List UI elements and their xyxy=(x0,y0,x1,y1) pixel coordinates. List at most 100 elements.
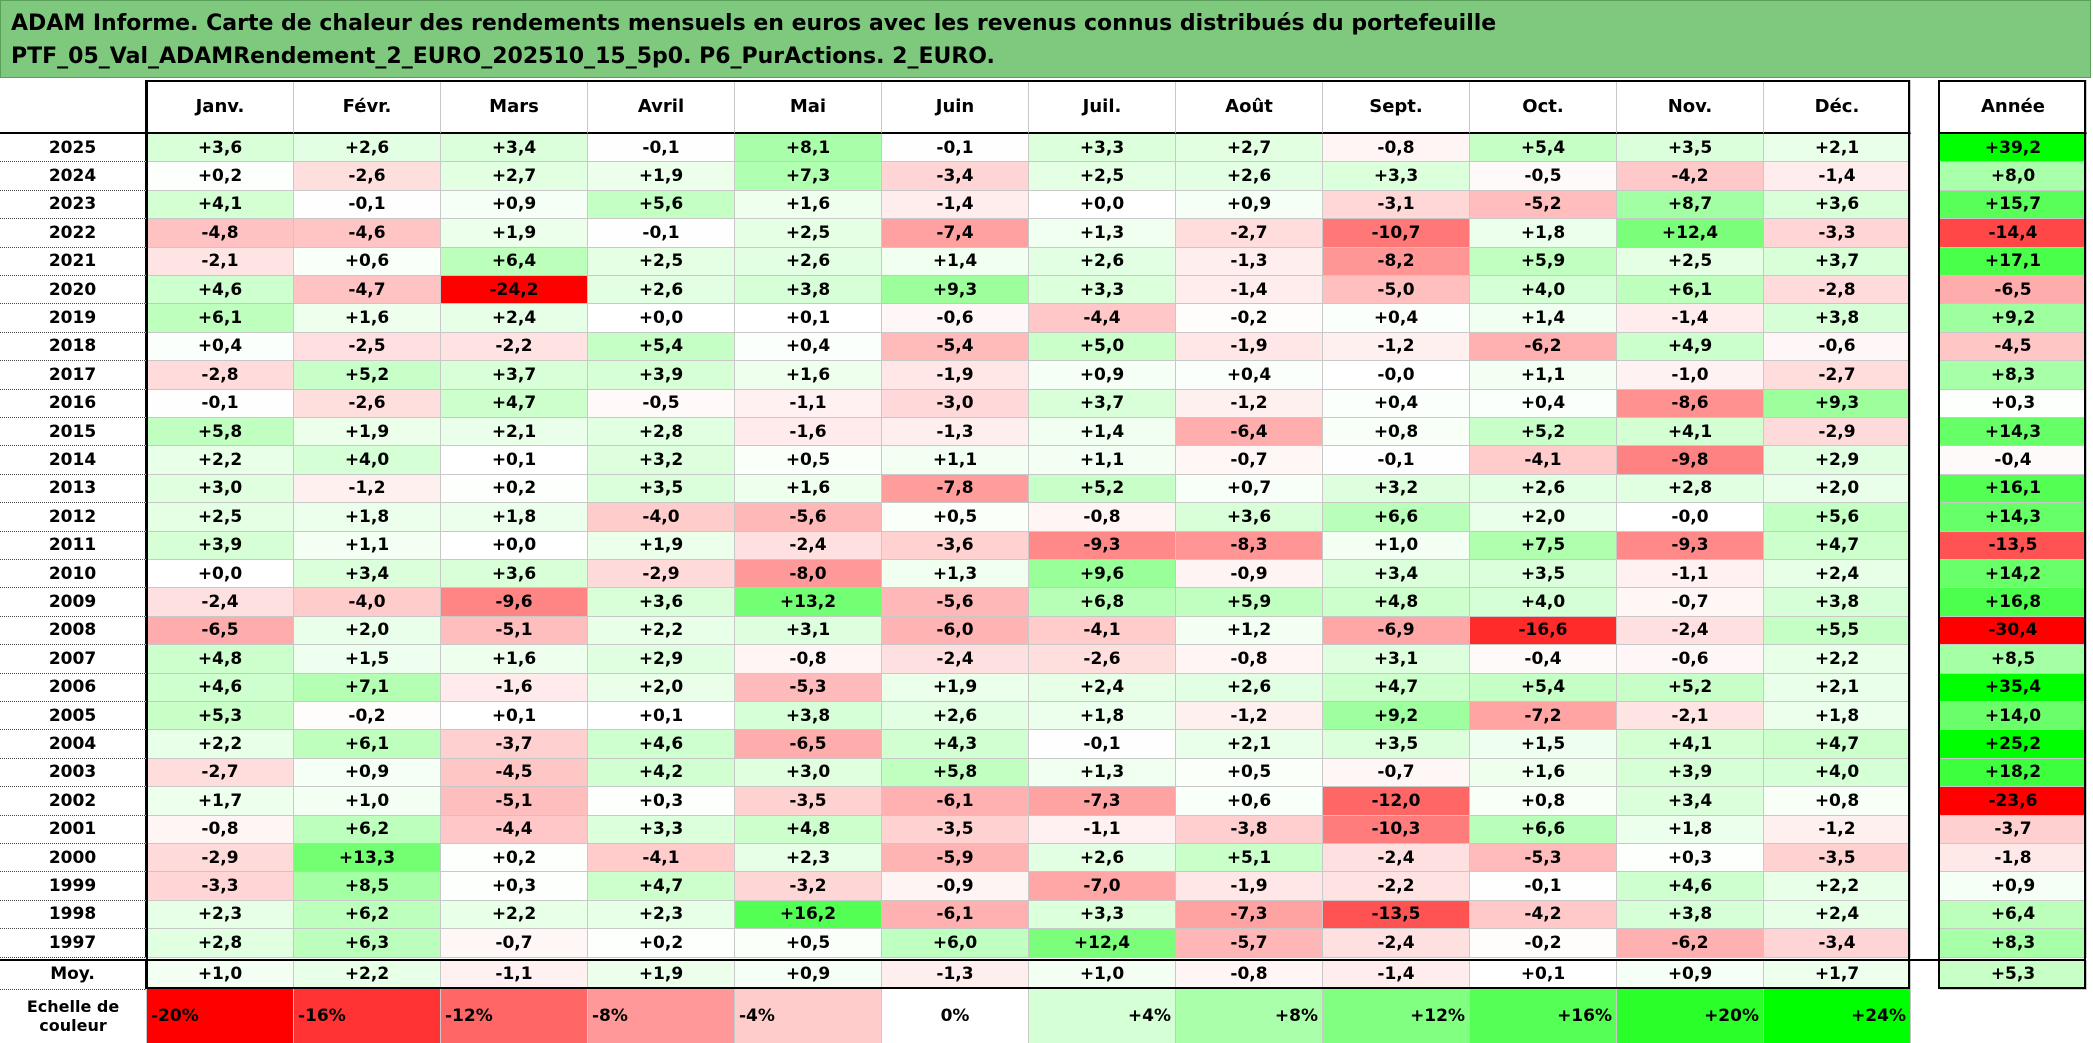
heatmap-cell: -6,0 xyxy=(882,616,1029,646)
heatmap-cell: +0,6 xyxy=(294,247,441,276)
heatmap-cell: +0,9 xyxy=(294,758,441,788)
heatmap-cell: -1,3 xyxy=(1176,247,1323,276)
heatmap-cell: +0,3 xyxy=(441,872,588,901)
annual-cell: -14,4 xyxy=(1940,219,2087,248)
heatmap-cell: +3,0 xyxy=(147,474,294,504)
heatmap-cell: +1,9 xyxy=(441,219,588,248)
heatmap-cell: +2,5 xyxy=(735,219,882,248)
row-label: 1999 xyxy=(0,872,147,901)
heatmap-cell: +3,2 xyxy=(1323,474,1470,504)
heatmap-cell: +4,1 xyxy=(1617,730,1764,759)
heatmap-cell: +6,0 xyxy=(882,929,1029,958)
heatmap-cell: -0,9 xyxy=(882,872,1029,901)
heatmap-cell: +4,0 xyxy=(1470,276,1617,305)
heatmap-cell: -1,9 xyxy=(1176,332,1323,362)
heatmap-cell: -4,8 xyxy=(147,219,294,248)
row-label: Moy. xyxy=(0,959,147,990)
heatmap-cell: +4,2 xyxy=(588,758,735,788)
heatmap-cell: +1,6 xyxy=(735,190,882,220)
heatmap-cell: +3,9 xyxy=(147,531,294,560)
color-scale-stop: -8% xyxy=(588,989,735,1043)
row-label: 2025 xyxy=(0,134,147,163)
color-scale-stop: +4% xyxy=(1029,989,1176,1043)
heatmap-cell: +4,1 xyxy=(147,190,294,220)
heatmap-cell: +1,1 xyxy=(1470,361,1617,390)
heatmap-cell: -2,7 xyxy=(1764,361,1911,390)
annual-cell: -23,6 xyxy=(1940,787,2087,816)
heatmap-cell: -13,5 xyxy=(1323,900,1470,930)
heatmap-cell: +8,1 xyxy=(735,134,882,163)
heatmap-cell: +3,4 xyxy=(1323,560,1470,589)
heatmap-cell: +5,9 xyxy=(1176,588,1323,617)
heatmap-cell: +1,9 xyxy=(294,418,441,447)
heatmap-cell: +1,5 xyxy=(294,645,441,674)
heatmap-cell: -3,5 xyxy=(1764,844,1911,873)
heatmap-cell: -3,4 xyxy=(1764,929,1911,958)
heatmap-cell: -6,1 xyxy=(882,900,1029,930)
annual-cell: +5,3 xyxy=(1940,959,2087,990)
annual-cell: +14,0 xyxy=(1940,702,2087,731)
heatmap-cell: +5,8 xyxy=(882,758,1029,788)
heatmap-cell: +0,9 xyxy=(1617,959,1764,990)
heatmap-cell: -2,6 xyxy=(1029,645,1176,674)
heatmap-cell: +2,2 xyxy=(294,959,441,990)
heatmap-cell: +7,5 xyxy=(1470,531,1617,560)
heatmap-cell: -1,4 xyxy=(1176,276,1323,305)
annual-cell: +17,1 xyxy=(1940,247,2087,276)
heatmap-cell: -4,5 xyxy=(441,758,588,788)
row-label: 2018 xyxy=(0,332,147,362)
heatmap-cell: -7,2 xyxy=(1470,702,1617,731)
heatmap-cell: -1,1 xyxy=(1617,560,1764,589)
row-label: 2019 xyxy=(0,304,147,333)
heatmap-cell: -0,2 xyxy=(294,702,441,731)
heatmap-cell: +2,7 xyxy=(441,162,588,191)
heatmap-cell: +2,2 xyxy=(1764,645,1911,674)
row-label: 2023 xyxy=(0,190,147,220)
heatmap-cell: +2,6 xyxy=(1029,247,1176,276)
heatmap-cell: -4,7 xyxy=(294,276,441,305)
heatmap-cell: +0,0 xyxy=(588,304,735,333)
annual-cell: +16,8 xyxy=(1940,588,2087,617)
heatmap-cell: -9,8 xyxy=(1617,446,1764,475)
heatmap-cell: -5,3 xyxy=(735,673,882,702)
heatmap-cell: -0,6 xyxy=(882,304,1029,333)
heatmap-cell: +2,4 xyxy=(1029,673,1176,702)
heatmap-cell: -0,5 xyxy=(1470,162,1617,191)
heatmap-cell: -3,0 xyxy=(882,389,1029,418)
heatmap-cell: +6,3 xyxy=(294,929,441,958)
heatmap-cell: +2,1 xyxy=(1764,673,1911,702)
heatmap-cell: +5,5 xyxy=(1764,616,1911,646)
heatmap-cell: -5,0 xyxy=(1323,276,1470,305)
heatmap-cell: +5,3 xyxy=(147,702,294,731)
heatmap-cell: +3,7 xyxy=(1029,389,1176,418)
heatmap-cell: +0,4 xyxy=(1323,389,1470,418)
heatmap-cell: +1,9 xyxy=(588,531,735,560)
heatmap-cell: +4,8 xyxy=(147,645,294,674)
heatmap-cell: +9,2 xyxy=(1323,702,1470,731)
heatmap-cell: +4,7 xyxy=(1764,730,1911,759)
heatmap-cell: +4,6 xyxy=(588,730,735,759)
heatmap-cell: -3,6 xyxy=(882,531,1029,560)
heatmap-cell: -16,6 xyxy=(1470,616,1617,646)
heatmap-cell: +0,3 xyxy=(1617,844,1764,873)
heatmap-cell: +4,8 xyxy=(1323,588,1470,617)
heatmap-cell: -3,5 xyxy=(735,787,882,816)
row-label: 2004 xyxy=(0,730,147,759)
heatmap-cell: -2,4 xyxy=(1617,616,1764,646)
heatmap-cell: -2,5 xyxy=(294,332,441,362)
heatmap-cell: +13,3 xyxy=(294,844,441,873)
column-header-9: Oct. xyxy=(1470,80,1617,134)
heatmap-cell: +1,9 xyxy=(882,673,1029,702)
annual-cell: -0,4 xyxy=(1940,446,2087,475)
heatmap-cell: -1,2 xyxy=(1323,332,1470,362)
row-label: 1997 xyxy=(0,929,147,958)
heatmap-cell: -2,4 xyxy=(735,531,882,560)
column-header-4: Mai xyxy=(735,80,882,134)
annual-cell: +8,0 xyxy=(1940,162,2087,191)
annual-cell: +9,2 xyxy=(1940,304,2087,333)
heatmap-cell: -4,1 xyxy=(588,844,735,873)
heatmap-cell: -0,2 xyxy=(1176,304,1323,333)
heatmap-cell: -10,7 xyxy=(1323,219,1470,248)
heatmap-cell: +1,3 xyxy=(1029,219,1176,248)
heatmap-cell: +4,7 xyxy=(1323,673,1470,702)
